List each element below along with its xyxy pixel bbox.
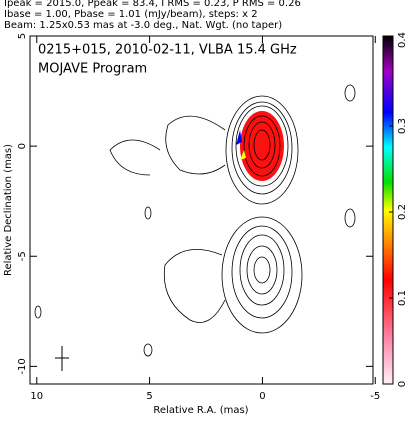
- header-line: Ipeak = 2015.0, Ppeak = 83.4, I RMS = 0.…: [4, 0, 301, 9]
- colorbar-tick-label: 0.2: [397, 204, 408, 220]
- y-axis-label: Relative Declination (mas): [3, 144, 14, 276]
- contours: [34, 84, 356, 357]
- plot-frame: [29, 35, 374, 385]
- x-tick-label: 5: [146, 391, 152, 402]
- chart-title: 0215+015, 2010-02-11, VLBA 15.4 GHz: [38, 43, 297, 58]
- beam: [55, 346, 69, 371]
- colorbar: [382, 35, 394, 385]
- y-tick-label: 0: [17, 143, 28, 149]
- x-tick-label: 0: [259, 391, 265, 402]
- x-tick-label: 10: [30, 391, 43, 402]
- colorbar-tick-label: 0.3: [397, 118, 408, 134]
- y-tick-label: -10: [17, 358, 28, 374]
- header-line: Beam: 1.25x0.53 mas at -3.0 deg., Nat. W…: [4, 20, 282, 31]
- x-axis-label: Relative R.A. (mas): [153, 405, 248, 416]
- colorbar-tick-label: 0.4: [397, 32, 408, 48]
- header-line: Ibase = 1.00, Pbase = 1.01 (mJy/beam), s…: [4, 9, 258, 20]
- colorbar-tick-label: 0.1: [397, 290, 408, 306]
- x-tick-label: -5: [370, 391, 380, 402]
- y-tick-label: -5: [17, 251, 28, 261]
- y-tick-label: 5: [17, 33, 28, 39]
- chart-subtitle: MOJAVE Program: [38, 62, 147, 77]
- colorbar-tick-label: 0: [397, 381, 408, 387]
